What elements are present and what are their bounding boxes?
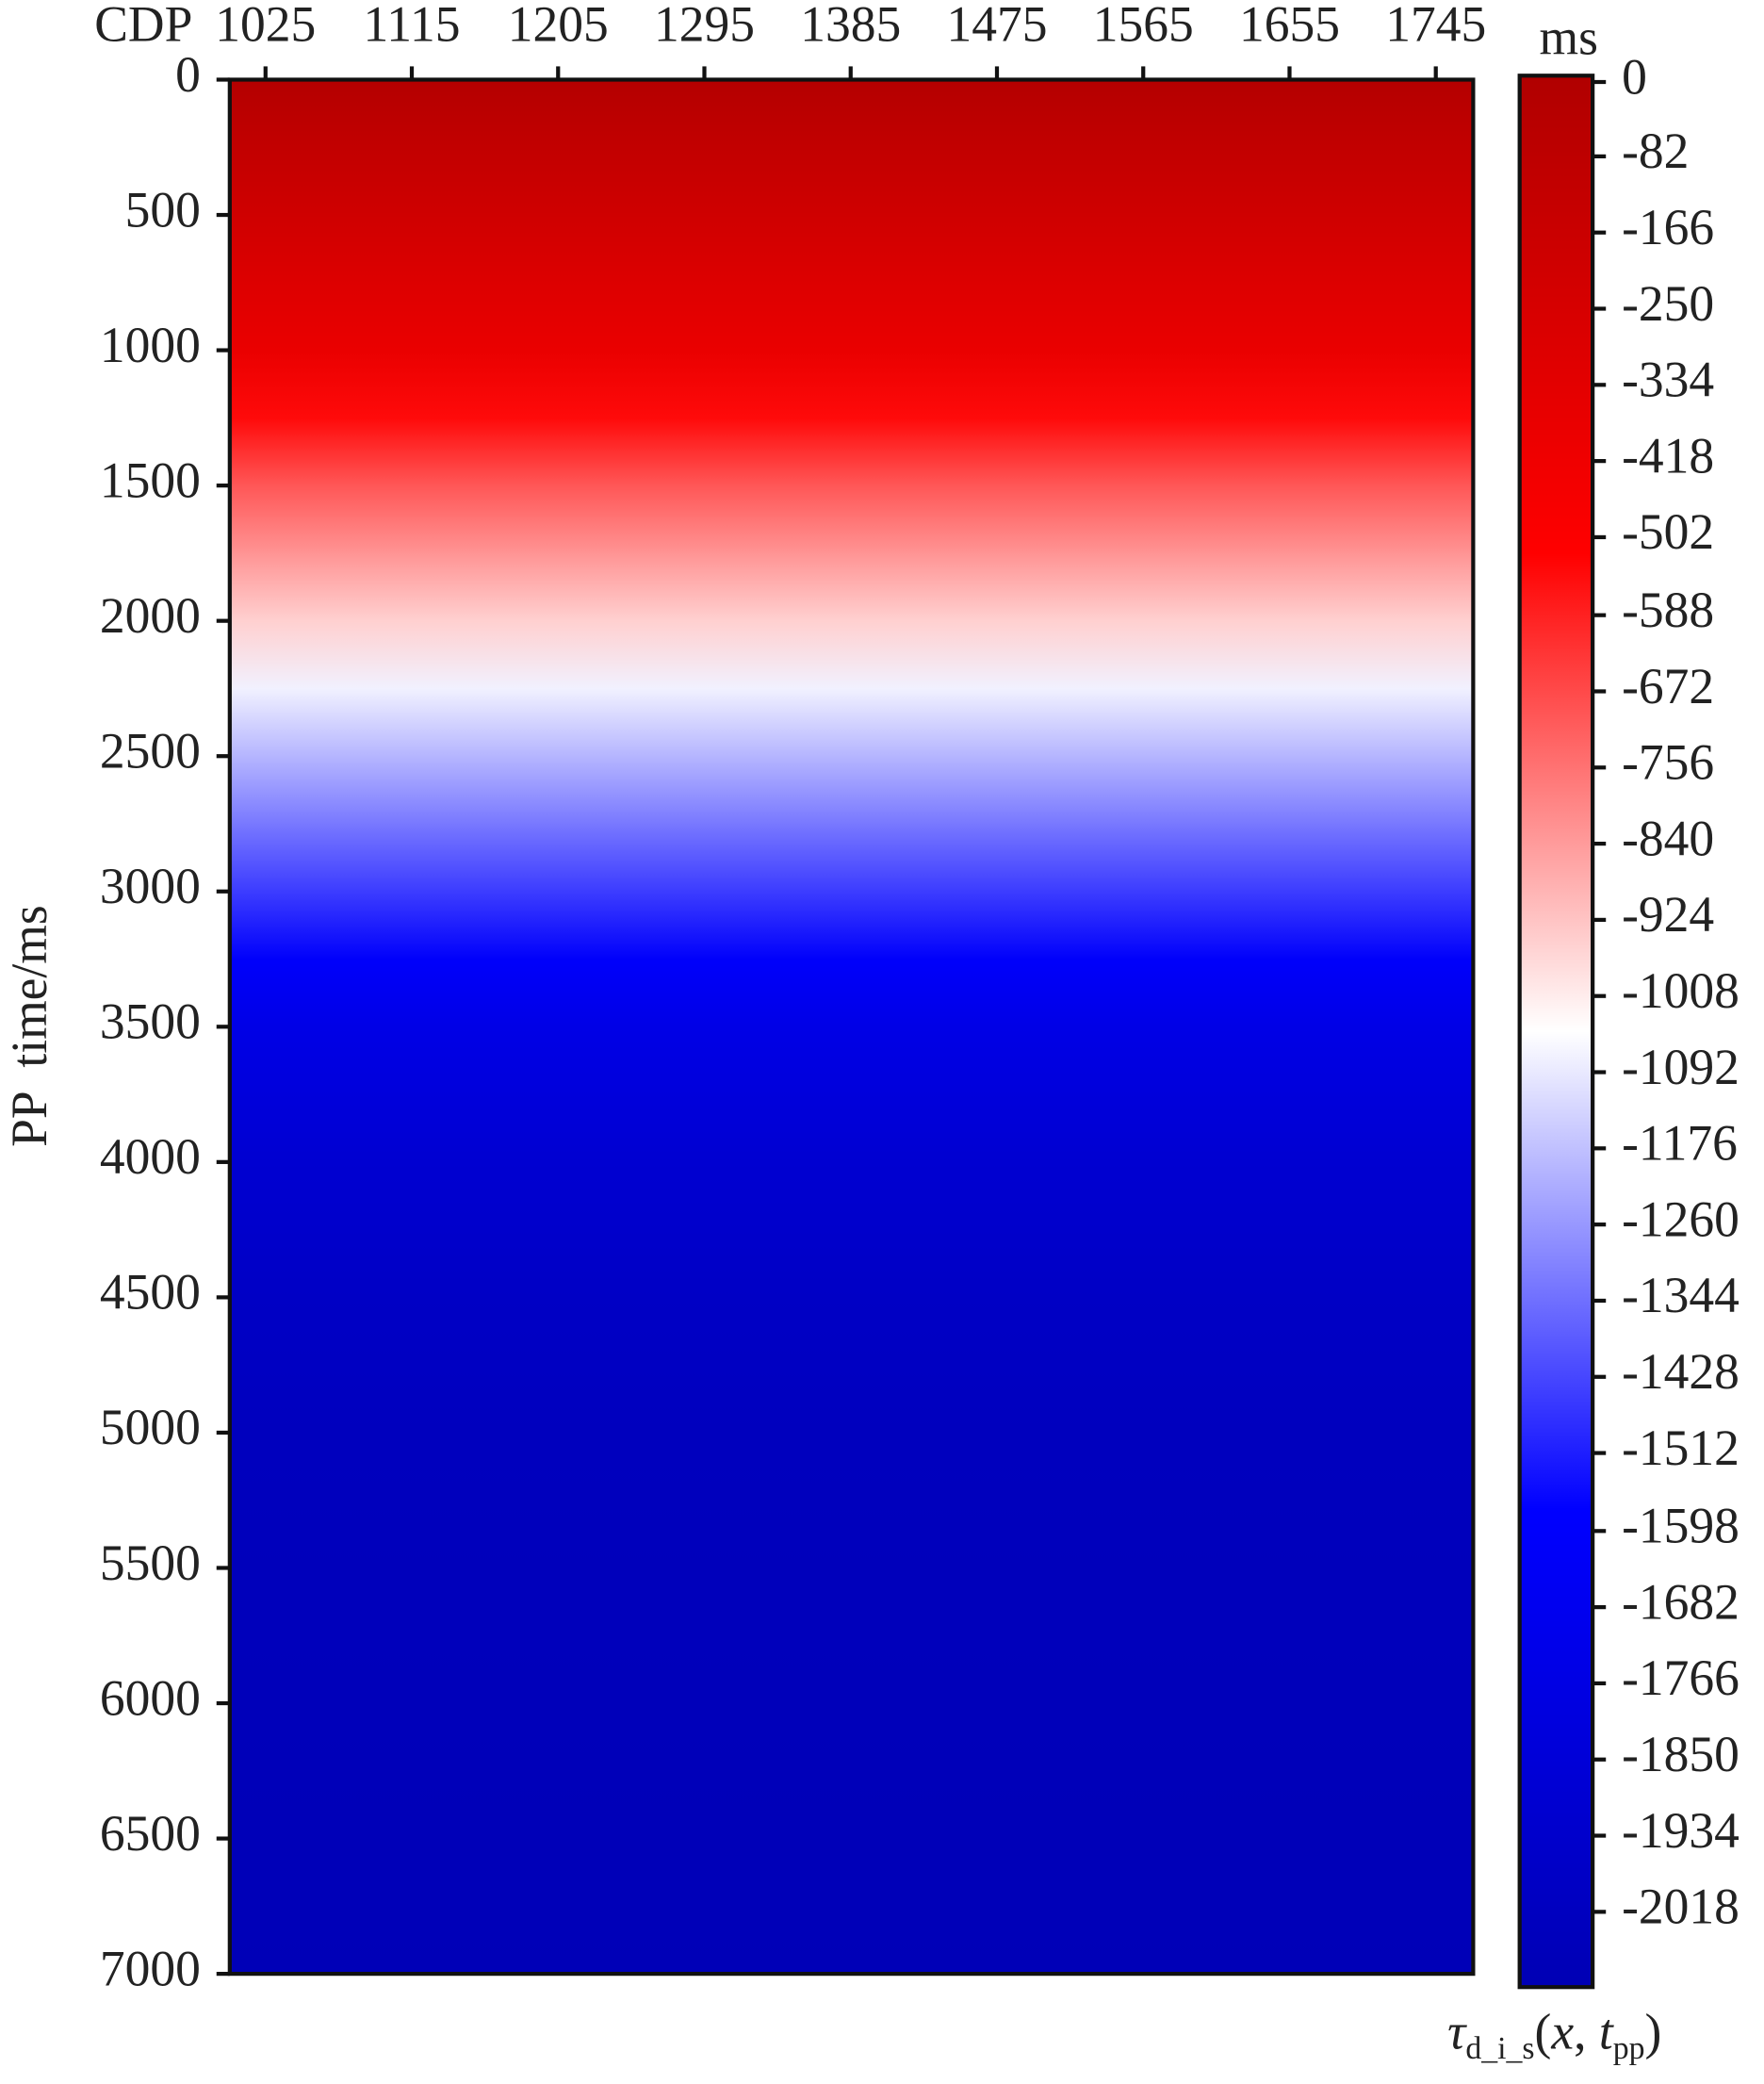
y-tick-label: 5500 bbox=[100, 1534, 201, 1591]
y-tick-label: 3000 bbox=[100, 858, 201, 914]
x-tick-label: 1385 bbox=[800, 0, 901, 52]
x-tick-label: 1565 bbox=[1093, 0, 1194, 52]
colorbar-tick-label: -1512 bbox=[1622, 1419, 1740, 1476]
label-part: d_i_s bbox=[1465, 2031, 1534, 2066]
colorbar-tick-label: -1008 bbox=[1622, 962, 1740, 1019]
x-tick-label: 1475 bbox=[946, 0, 1047, 52]
colorbar-tick-label: -588 bbox=[1622, 582, 1714, 638]
x-tick-label: 1115 bbox=[364, 0, 461, 52]
colorbar-tick-label: 0 bbox=[1622, 48, 1647, 105]
heatmap-row bbox=[229, 1365, 1474, 1501]
x-tick-label: 1205 bbox=[508, 0, 609, 52]
heatmap-row bbox=[229, 147, 1474, 284]
y-tick-label: 0 bbox=[175, 46, 201, 103]
label-part: τ bbox=[1447, 2004, 1467, 2060]
y-tick-label: 2000 bbox=[100, 587, 201, 644]
label-part: t bbox=[1599, 2004, 1614, 2060]
heatmap-row bbox=[229, 1500, 1474, 1637]
colorbar-tick-label: -334 bbox=[1622, 352, 1714, 408]
label-part: ( bbox=[1535, 2004, 1552, 2060]
y-tick-label: 4500 bbox=[100, 1264, 201, 1321]
y-tick-label: 1500 bbox=[100, 451, 201, 508]
colorbar-tick-label: -1260 bbox=[1622, 1190, 1740, 1247]
heatmap-row bbox=[229, 1094, 1474, 1231]
colorbar-tick-label: -1850 bbox=[1622, 1726, 1740, 1782]
heatmap-row bbox=[229, 79, 1474, 149]
y-tick-label: 3500 bbox=[100, 993, 201, 1050]
y-tick-label: 5000 bbox=[100, 1399, 201, 1455]
label-part: pp bbox=[1613, 2031, 1645, 2066]
colorbar-tick-label: -418 bbox=[1622, 427, 1714, 484]
colorbar-tick-label: -250 bbox=[1622, 275, 1714, 332]
heatmap-row bbox=[229, 552, 1474, 690]
x-tick-label: 1295 bbox=[654, 0, 755, 52]
colorbar-tick-label: -1092 bbox=[1622, 1039, 1740, 1095]
x-tick-label: 1745 bbox=[1385, 0, 1486, 52]
heatmap-row bbox=[229, 418, 1474, 554]
heatmap-row bbox=[229, 1770, 1474, 1908]
colorbar-tick-label: -1766 bbox=[1622, 1649, 1740, 1706]
label-part: , bbox=[1574, 2004, 1599, 2060]
y-tick-label: 6500 bbox=[100, 1805, 201, 1862]
heatmap-row bbox=[229, 688, 1474, 825]
colorbar-tick-label: -1598 bbox=[1622, 1498, 1740, 1554]
label-part: ) bbox=[1645, 2004, 1662, 2060]
colorbar-tick-label: -1682 bbox=[1622, 1573, 1740, 1630]
colorbar bbox=[1517, 74, 1595, 1990]
colorbar-tick-label: -2018 bbox=[1622, 1879, 1740, 1935]
y-tick-label: 6000 bbox=[100, 1669, 201, 1726]
y-tick-label: 4000 bbox=[100, 1128, 201, 1185]
label-part: x bbox=[1550, 2004, 1574, 2060]
heatmap-row bbox=[229, 282, 1474, 419]
heatmap-row bbox=[229, 823, 1474, 960]
colorbar-label: τd_i_s(x, tpp) bbox=[1447, 2004, 1661, 2066]
colorbar-title: ms bbox=[1540, 8, 1598, 65]
colorbar-tick-label: -1176 bbox=[1622, 1115, 1738, 1172]
colorbar-tick-label: -840 bbox=[1622, 810, 1714, 866]
y-tick-label: 1000 bbox=[100, 317, 201, 373]
heatmap-row bbox=[229, 959, 1474, 1095]
heatmap-row bbox=[229, 1229, 1474, 1367]
colorbar-tick-label: -756 bbox=[1622, 734, 1714, 791]
colorbar-tick-label: -672 bbox=[1622, 658, 1714, 714]
y-axis-label: PP time/ms bbox=[1, 905, 57, 1147]
x-tick-label: 1025 bbox=[215, 0, 316, 52]
colorbar-tick-label: -502 bbox=[1622, 503, 1714, 560]
y-tick-label: 7000 bbox=[100, 1940, 201, 1996]
colorbar-tick-label: -1428 bbox=[1622, 1343, 1740, 1400]
colorbar-tick-label: -82 bbox=[1622, 123, 1689, 179]
colorbar-tick-label: -1934 bbox=[1622, 1802, 1740, 1859]
y-tick-label: 2500 bbox=[100, 722, 201, 779]
heatmap-row bbox=[229, 1635, 1474, 1772]
colorbar-tick-label: -1344 bbox=[1622, 1267, 1740, 1323]
colorbar-tick-label: -166 bbox=[1622, 199, 1714, 255]
x-tick-label: 1655 bbox=[1239, 0, 1340, 52]
colorbar-tick-label: -924 bbox=[1622, 886, 1714, 943]
x-axis-label: CDP bbox=[94, 0, 192, 52]
y-tick-label: 500 bbox=[125, 181, 201, 238]
heatmap-row bbox=[229, 1906, 1474, 1975]
